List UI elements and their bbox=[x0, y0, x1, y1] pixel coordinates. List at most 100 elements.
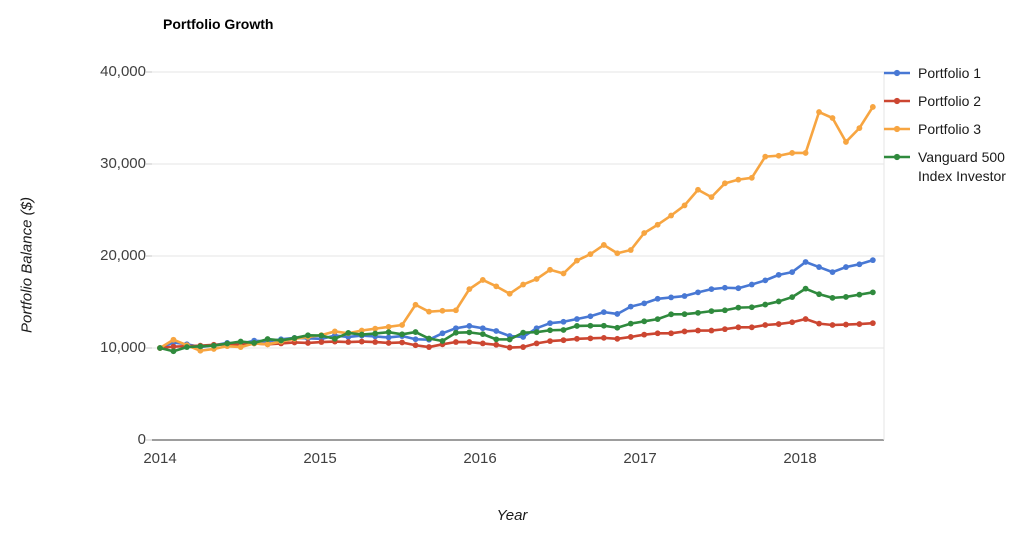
data-point-vanguard-500-index-investor bbox=[426, 335, 432, 342]
data-point-vanguard-500-index-investor bbox=[453, 329, 459, 336]
data-point-vanguard-500-index-investor bbox=[224, 340, 231, 347]
data-point-portfolio-3 bbox=[399, 322, 405, 328]
x-tick-label: 2014 bbox=[143, 450, 177, 467]
data-point-portfolio-3 bbox=[762, 153, 769, 160]
data-point-vanguard-500-index-investor bbox=[412, 329, 419, 335]
y-tick-label: 20,000 bbox=[100, 247, 146, 264]
data-point-portfolio-3 bbox=[533, 276, 540, 282]
data-point-portfolio-2 bbox=[816, 320, 822, 327]
data-point-portfolio-2 bbox=[775, 321, 782, 327]
data-point-portfolio-1 bbox=[775, 271, 782, 278]
legend-item-portfolio-3: Portfolio 3 bbox=[884, 120, 1024, 139]
data-point-vanguard-500-index-investor bbox=[722, 307, 728, 314]
data-point-portfolio-2 bbox=[600, 334, 607, 341]
x-tick-label: 2016 bbox=[463, 450, 497, 467]
data-point-vanguard-500-index-investor bbox=[385, 329, 392, 336]
data-point-portfolio-3 bbox=[426, 308, 432, 315]
data-point-portfolio-2 bbox=[426, 344, 432, 350]
x-axis-title: Year bbox=[496, 507, 528, 524]
data-point-vanguard-500-index-investor bbox=[358, 331, 365, 338]
data-point-portfolio-1 bbox=[681, 293, 688, 299]
data-point-portfolio-2 bbox=[668, 330, 674, 337]
data-point-portfolio-3 bbox=[574, 257, 580, 264]
data-point-portfolio-3 bbox=[843, 139, 849, 145]
data-point-vanguard-500-index-investor bbox=[305, 332, 311, 339]
data-point-portfolio-2 bbox=[722, 326, 728, 333]
data-point-vanguard-500-index-investor bbox=[506, 336, 513, 343]
data-point-portfolio-1 bbox=[748, 281, 755, 288]
data-point-portfolio-3 bbox=[735, 176, 742, 183]
data-point-vanguard-500-index-investor bbox=[843, 294, 849, 300]
x-tick-label: 2017 bbox=[623, 450, 657, 467]
data-point-portfolio-3 bbox=[372, 325, 379, 332]
data-point-portfolio-1 bbox=[668, 294, 674, 301]
data-point-portfolio-2 bbox=[318, 339, 325, 345]
legend-swatch-portfolio-1 bbox=[884, 69, 910, 77]
x-tick-label: 2018 bbox=[783, 450, 817, 467]
data-point-portfolio-2 bbox=[533, 340, 540, 347]
data-point-portfolio-2 bbox=[762, 322, 769, 328]
data-point-vanguard-500-index-investor bbox=[789, 294, 796, 301]
data-point-vanguard-500-index-investor bbox=[520, 329, 527, 336]
data-point-portfolio-1 bbox=[493, 328, 500, 334]
data-point-portfolio-2 bbox=[789, 319, 796, 326]
data-point-portfolio-2 bbox=[802, 316, 809, 322]
data-point-portfolio-2 bbox=[641, 331, 648, 338]
data-point-portfolio-1 bbox=[574, 316, 580, 322]
data-point-portfolio-2 bbox=[829, 322, 836, 328]
data-point-vanguard-500-index-investor bbox=[641, 318, 648, 325]
data-point-portfolio-2 bbox=[735, 324, 742, 331]
data-point-portfolio-2 bbox=[506, 344, 513, 351]
data-point-portfolio-2 bbox=[547, 338, 553, 344]
data-point-portfolio-1 bbox=[843, 264, 849, 270]
y-tick-label: 10,000 bbox=[100, 339, 146, 356]
data-point-portfolio-3 bbox=[237, 344, 244, 350]
data-point-vanguard-500-index-investor bbox=[560, 327, 567, 333]
data-point-vanguard-500-index-investor bbox=[210, 342, 217, 349]
data-point-portfolio-3 bbox=[520, 281, 527, 288]
y-tick-label: 0 bbox=[137, 431, 146, 448]
data-point-portfolio-3 bbox=[493, 283, 500, 290]
legend-item-portfolio-1: Portfolio 1 bbox=[884, 64, 1024, 83]
data-point-portfolio-1 bbox=[641, 300, 648, 307]
data-point-portfolio-2 bbox=[708, 327, 715, 334]
data-point-portfolio-1 bbox=[587, 313, 594, 320]
legend-label-portfolio-3: Portfolio 3 bbox=[918, 121, 982, 137]
data-point-portfolio-3 bbox=[170, 336, 177, 343]
data-point-portfolio-1 bbox=[695, 289, 701, 296]
data-point-portfolio-2 bbox=[412, 342, 419, 349]
legend-label-portfolio-1: Portfolio 1 bbox=[918, 65, 982, 81]
data-point-portfolio-3 bbox=[479, 277, 486, 283]
data-point-portfolio-3 bbox=[466, 286, 473, 293]
data-point-vanguard-500-index-investor bbox=[331, 335, 338, 342]
data-point-portfolio-1 bbox=[722, 284, 728, 291]
data-point-portfolio-3 bbox=[385, 323, 392, 330]
data-point-portfolio-3 bbox=[197, 347, 204, 354]
data-point-portfolio-2 bbox=[170, 343, 177, 350]
data-point-vanguard-500-index-investor bbox=[479, 331, 486, 338]
data-point-vanguard-500-index-investor bbox=[802, 285, 809, 292]
data-point-vanguard-500-index-investor bbox=[547, 327, 553, 334]
data-point-vanguard-500-index-investor bbox=[157, 345, 163, 351]
data-point-portfolio-2 bbox=[385, 340, 392, 346]
data-point-portfolio-3 bbox=[695, 186, 701, 193]
data-point-vanguard-500-index-investor bbox=[372, 330, 379, 337]
data-point-portfolio-2 bbox=[574, 335, 580, 342]
data-point-vanguard-500-index-investor bbox=[695, 309, 701, 316]
data-point-portfolio-3 bbox=[708, 194, 715, 201]
data-point-vanguard-500-index-investor bbox=[399, 331, 405, 338]
data-point-portfolio-3 bbox=[264, 341, 271, 348]
data-point-portfolio-3 bbox=[331, 328, 338, 335]
data-point-portfolio-3 bbox=[547, 266, 553, 273]
data-point-vanguard-500-index-investor bbox=[197, 343, 204, 350]
data-point-portfolio-1 bbox=[412, 336, 419, 343]
data-point-portfolio-2 bbox=[654, 330, 661, 337]
data-point-portfolio-1 bbox=[520, 334, 527, 340]
data-point-portfolio-2 bbox=[305, 340, 311, 346]
data-point-portfolio-2 bbox=[493, 341, 500, 348]
data-point-vanguard-500-index-investor bbox=[278, 337, 284, 344]
x-tick-label: 2015 bbox=[303, 450, 337, 467]
data-point-portfolio-1 bbox=[856, 261, 863, 268]
